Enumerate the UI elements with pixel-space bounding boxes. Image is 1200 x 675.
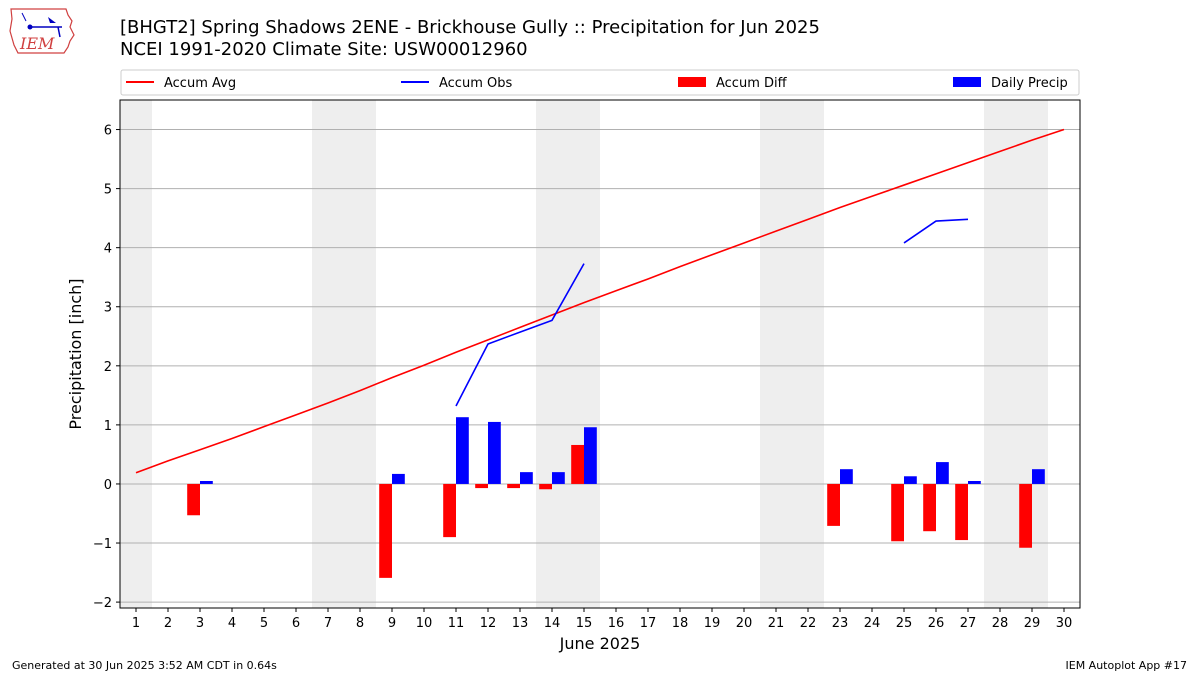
x-tick-label: 27: [960, 616, 977, 631]
accum-diff-bar-day-29: [1019, 483, 1032, 548]
daily-precip-bar-day-13: [520, 472, 533, 484]
accum-diff-bar-day-27: [955, 483, 968, 541]
gridlines: [120, 129, 1080, 603]
x-tick-label: 1: [132, 616, 140, 631]
y-axis-label: Precipitation [inch]: [66, 278, 85, 429]
legend: Accum Avg Accum Obs Accum Diff Daily Precip: [120, 69, 1080, 96]
x-tick-label: 3: [196, 616, 204, 631]
footer-app: IEM Autoplot App #17: [1065, 659, 1188, 672]
legend-accum-diff-label: Accum Diff: [716, 76, 788, 91]
y-tick-label: 5: [104, 183, 112, 198]
x-tick-label: 9: [388, 616, 396, 631]
y-tick-label: −1: [93, 537, 112, 552]
footer-generated: Generated at 30 Jun 2025 3:52 AM CDT in …: [12, 659, 277, 672]
x-tick-label: 29: [1024, 616, 1041, 631]
x-tick-label: 5: [260, 616, 268, 631]
y-tick-label: 4: [104, 242, 112, 257]
x-tick-label: 25: [896, 616, 913, 631]
daily-precip-bar-day-15: [584, 427, 597, 484]
plot-frame: [119, 99, 1081, 609]
legend-accum-obs-label: Accum Obs: [439, 76, 512, 91]
x-tick-label: 26: [928, 616, 945, 631]
x-tick-label: 2: [164, 616, 172, 631]
x-axis-ticks: 1 2 3 4 5 6 7 8 9 10 11 12 13 14 15 16 17 18 19 20 21 22 23 24 2…: [132, 608, 1072, 631]
accum-diff-bar-day-13: [507, 483, 520, 489]
x-tick-label: 15: [576, 616, 593, 631]
legend-accum-avg-label: Accum Avg: [164, 76, 236, 91]
x-tick-label: 13: [512, 616, 529, 631]
x-tick-label: 8: [356, 616, 364, 631]
daily-precip-bar-day-29: [1032, 469, 1045, 484]
accum-diff-bar-day-3: [187, 483, 200, 516]
daily-precip-bar-day-14: [552, 472, 565, 484]
x-tick-label: 12: [480, 616, 497, 631]
x-tick-label: 10: [416, 616, 433, 631]
y-tick-label: 2: [104, 360, 112, 375]
x-tick-label: 22: [800, 616, 817, 631]
y-tick-label: 3: [104, 301, 112, 316]
daily-precip-bar-day-27: [968, 481, 981, 484]
lines: [135, 128, 1065, 474]
x-tick-label: 7: [324, 616, 332, 631]
accum-diff-bar-day-11: [443, 483, 456, 538]
daily-precip-bar-day-26: [936, 462, 949, 484]
daily-precip-bar-day-3: [200, 481, 213, 484]
x-tick-label: 23: [832, 616, 849, 631]
iem-logo: IEM: [9, 8, 75, 54]
logo-text: IEM: [19, 34, 55, 53]
daily-precip-bar-day-11: [456, 417, 469, 484]
accum-diff-bar-day-15: [571, 444, 584, 484]
weekend-shade-4: [760, 100, 824, 608]
x-tick-label: 18: [672, 616, 689, 631]
x-tick-label: 17: [640, 616, 657, 631]
daily-precip-bar-day-12: [488, 421, 501, 484]
legend-daily-precip-swatch: [953, 77, 981, 87]
legend-box: [120, 69, 1080, 96]
y-tick-label: −2: [93, 596, 112, 611]
accum-avg-line-segment-1: [135, 128, 1065, 474]
x-tick-label: 24: [864, 616, 881, 631]
weekend-shade-5: [984, 100, 1048, 608]
weekend-shade-1: [120, 100, 152, 608]
daily-precip-bar-day-23: [840, 469, 853, 484]
accum-diff-bar-day-14: [539, 483, 552, 490]
x-tick-label: 14: [544, 616, 561, 631]
x-tick-label: 20: [736, 616, 753, 631]
x-tick-label: 6: [292, 616, 300, 631]
daily-precip-bar-day-25: [904, 476, 917, 484]
weekend-shading: [120, 100, 1048, 608]
x-tick-label: 19: [704, 616, 721, 631]
chart-title: [BHGT2] Spring Shadows 2ENE - Brickhouse…: [120, 17, 820, 38]
accum-diff-bar-day-9: [379, 483, 392, 578]
weekend-shade-3: [536, 100, 600, 608]
y-axis-ticks: −2 −1 0 1 2 3 4 5 6: [93, 124, 120, 611]
x-tick-label: 28: [992, 616, 1009, 631]
accum-diff-bar-day-23: [827, 483, 840, 526]
x-tick-label: 21: [768, 616, 785, 631]
weekend-shade-2: [312, 100, 376, 608]
bars: [187, 417, 1045, 578]
y-tick-label: 6: [104, 124, 112, 139]
y-tick-label: 0: [104, 478, 112, 493]
x-tick-label: 4: [228, 616, 236, 631]
chart-subtitle: NCEI 1991-2020 Climate Site: USW00012960: [120, 39, 528, 60]
legend-daily-precip-label: Daily Precip: [991, 76, 1068, 91]
accum-obs-line-segment-2: [903, 218, 969, 244]
x-tick-label: 30: [1056, 616, 1073, 631]
accum-diff-bar-day-25: [891, 483, 904, 542]
legend-accum-diff-swatch: [678, 77, 706, 87]
x-tick-label: 16: [608, 616, 625, 631]
x-axis-label: June 2025: [559, 634, 641, 653]
accum-diff-bar-day-12: [475, 483, 488, 489]
x-tick-label: 11: [448, 616, 465, 631]
accum-diff-bar-day-26: [923, 483, 936, 532]
y-tick-label: 1: [104, 419, 112, 434]
daily-precip-bar-day-9: [392, 473, 405, 484]
accum-obs-line-segment-1: [455, 263, 585, 407]
